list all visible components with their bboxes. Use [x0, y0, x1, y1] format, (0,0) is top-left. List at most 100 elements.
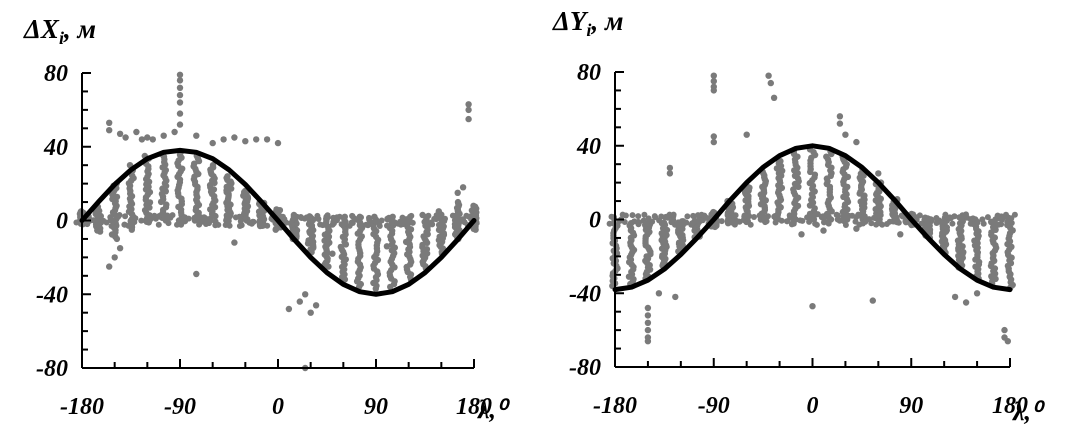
data-point [463, 212, 470, 219]
outlier-point [231, 239, 238, 246]
outlier-point [869, 297, 876, 304]
data-point [871, 214, 877, 221]
data-point [658, 213, 665, 220]
outlier-point [465, 115, 472, 123]
data-point [291, 212, 298, 219]
x-axis-unit-label: λ,⁰ [477, 395, 511, 424]
outlier-point [1004, 338, 1011, 345]
data-point [408, 212, 415, 219]
outlier-point [176, 110, 184, 117]
outlier-point [962, 299, 970, 306]
outlier-point [116, 130, 124, 137]
data-point [441, 218, 448, 225]
data-point [95, 212, 102, 219]
outlier-point [710, 72, 717, 79]
chart-title: ΔXi, м [23, 14, 96, 48]
data-point [165, 220, 172, 227]
x-tick-label: -180 [593, 393, 637, 419]
outlier-point [106, 263, 113, 270]
data-point [743, 219, 750, 226]
outlier-point [383, 243, 391, 250]
scatter-points [606, 72, 1018, 345]
data-point [1008, 215, 1015, 222]
data-point [351, 215, 358, 222]
data-point [1000, 214, 1007, 221]
outlier-point [106, 119, 113, 127]
outlier-point [340, 254, 347, 261]
outlier-point [666, 164, 674, 172]
outlier-point [193, 132, 200, 139]
data-point [226, 222, 233, 229]
data-point [629, 212, 636, 219]
data-point [852, 218, 859, 225]
data-point [725, 216, 732, 223]
data-point [138, 217, 145, 224]
scatter-points [73, 71, 480, 372]
data-point [786, 212, 793, 219]
data-point [469, 213, 476, 220]
data-point [399, 217, 406, 224]
data-point [1008, 220, 1015, 226]
data-point [994, 212, 1001, 219]
outlier-point [710, 133, 717, 140]
y-tick-label: 0 [56, 209, 68, 235]
data-point [893, 219, 900, 226]
data-point [670, 211, 677, 218]
y-tick-label: -40 [569, 281, 601, 307]
data-point [927, 216, 934, 223]
outlier-point [853, 225, 860, 232]
data-point [934, 217, 941, 223]
outlier-point [655, 290, 663, 297]
y-tick-label: 40 [576, 134, 601, 160]
outlier-point [853, 138, 860, 146]
data-point [451, 217, 458, 224]
chart-title-subscript: i [586, 20, 591, 40]
data-point [169, 212, 176, 219]
data-point [958, 216, 965, 223]
data-point [341, 213, 348, 220]
data-point [949, 220, 956, 227]
chart-title: ΔYi, м [552, 6, 623, 40]
outlier-point [644, 319, 652, 326]
data-point [746, 213, 753, 219]
outlier-point [710, 87, 717, 94]
outlier-point [263, 136, 271, 143]
data-point [670, 216, 677, 223]
data-point [202, 215, 209, 222]
data-point [366, 214, 372, 221]
outlier-point [809, 303, 816, 310]
outlier-point [231, 134, 238, 141]
data-point [203, 219, 210, 226]
data-point [747, 221, 754, 228]
data-point [988, 218, 995, 225]
data-point [419, 211, 426, 219]
outlier-point [644, 338, 652, 345]
outlier-point [133, 128, 140, 136]
data-point [156, 213, 163, 219]
outlier-point [220, 136, 227, 143]
data-point [922, 216, 929, 223]
chart-panel-dy: ΔYi, м 80 40 0 -40 -80 -180 -90 0 90 180 λ,⁰ [552, 6, 1046, 425]
data-point [812, 220, 819, 227]
chart-panel-dx: ΔXi, м 80 40 0 -40 -80 -180 -90 0 90 180 λ,⁰ [23, 14, 511, 424]
data-point [779, 167, 786, 174]
data-point [635, 213, 642, 220]
data-point [191, 160, 198, 167]
data-point [916, 212, 923, 219]
outlier-point [149, 136, 156, 143]
data-point [689, 220, 696, 227]
outlier-point [1001, 326, 1008, 334]
data-point [83, 220, 90, 227]
outlier-point [193, 270, 200, 278]
data-point [113, 213, 120, 220]
x-tick-label: 0 [272, 394, 284, 420]
data-point [404, 219, 411, 226]
data-point [334, 217, 340, 224]
x-tick-label: -90 [698, 393, 730, 419]
data-point [846, 212, 853, 219]
data-point [470, 202, 477, 209]
data-point [631, 218, 638, 225]
outlier-point [842, 131, 849, 138]
chart-title-subscript: i [59, 28, 64, 48]
data-point [813, 211, 820, 218]
